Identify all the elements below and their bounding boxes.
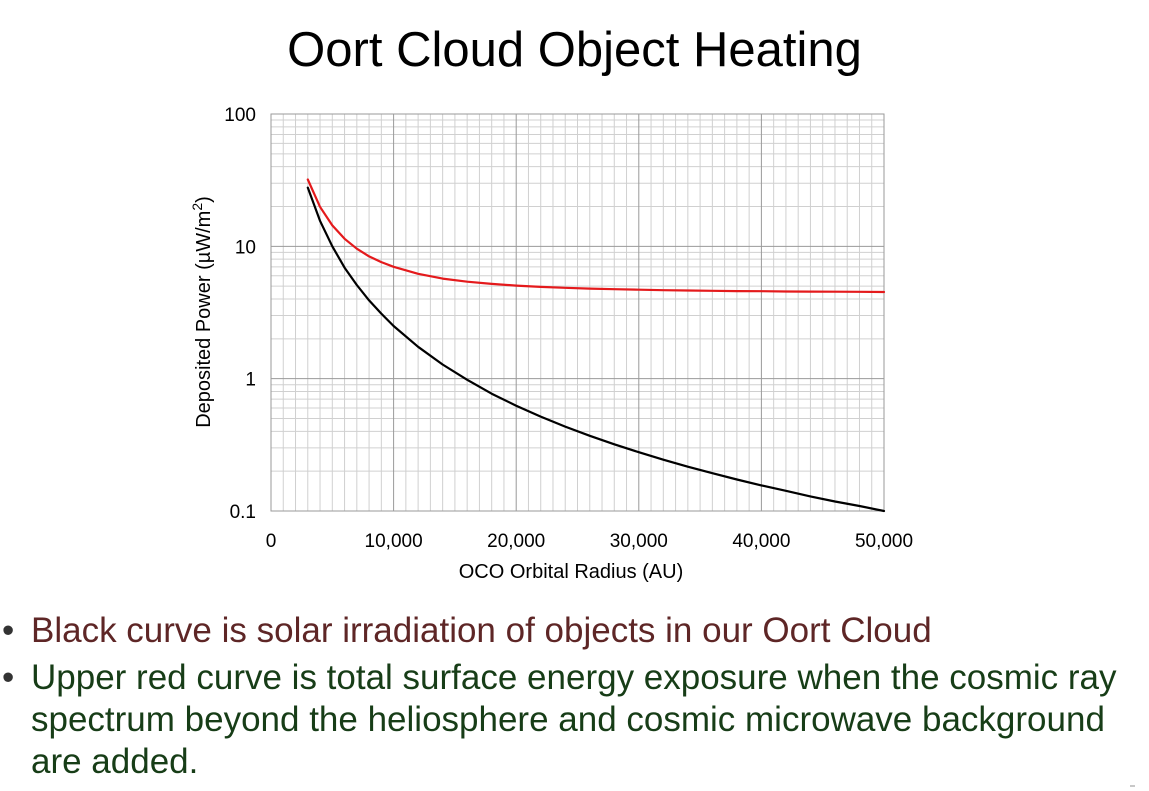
bullet-marker: • xyxy=(2,611,15,650)
bullet-list: • Black curve is solar irradiation of ob… xyxy=(0,610,1149,788)
bullet-text: Black curve is solar irradiation of obje… xyxy=(31,611,932,650)
x-tick-label: 30,000 xyxy=(610,531,668,552)
y-tick-label: 10 xyxy=(235,237,256,258)
x-tick-label: 40,000 xyxy=(732,531,790,552)
y-axis-title-end: ) xyxy=(193,196,215,203)
x-tick-label: 10,000 xyxy=(365,531,423,552)
bullet-text: Upper red curve is total surface energy … xyxy=(31,658,1117,781)
chart: 0 10,000 20,000 30,000 40,000 50,000 0.1 1 10 10… xyxy=(189,105,913,583)
series-layer xyxy=(306,178,886,513)
y-tick-label: 1 xyxy=(245,370,256,391)
grid-minor xyxy=(271,114,884,511)
y-tick-labels: 0.1 1 10 100 xyxy=(224,105,256,523)
y-tick-label: 0.1 xyxy=(230,502,256,523)
bullet-item-black-curve: • Black curve is solar irradiation of ob… xyxy=(0,610,1149,652)
x-tick-labels: 0 10,000 20,000 30,000 40,000 50,000 xyxy=(266,531,913,552)
y-axis-title-sup: 2 xyxy=(189,203,205,211)
bullet-item-red-curve: • Upper red curve is total surface energ… xyxy=(0,657,1149,783)
y-axis-title-text: Deposited Power (µW/m xyxy=(193,211,215,428)
plot-frame xyxy=(270,113,885,512)
bullet-marker: • xyxy=(2,658,15,697)
y-tick-label: 100 xyxy=(224,105,256,126)
series-line-total xyxy=(306,178,886,294)
x-tick-label: 20,000 xyxy=(487,531,545,552)
x-axis-title: OCO Orbital Radius (AU) xyxy=(459,561,684,583)
x-tick-label: 50,000 xyxy=(855,531,913,552)
series-line-solar xyxy=(306,186,886,513)
slide-title: Oort Cloud Object Heating xyxy=(287,23,862,77)
x-tick-label: 0 xyxy=(266,531,277,552)
y-axis-title: Deposited Power (µW/m2) xyxy=(189,196,215,428)
slide-corner-mark xyxy=(1130,785,1135,787)
